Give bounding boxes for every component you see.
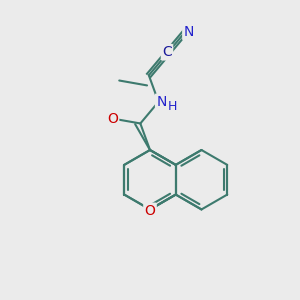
- Text: O: O: [145, 204, 155, 218]
- Text: H: H: [168, 100, 177, 113]
- Text: N: N: [156, 95, 167, 109]
- Text: O: O: [107, 112, 118, 126]
- Text: C: C: [162, 45, 172, 59]
- Text: N: N: [184, 25, 194, 39]
